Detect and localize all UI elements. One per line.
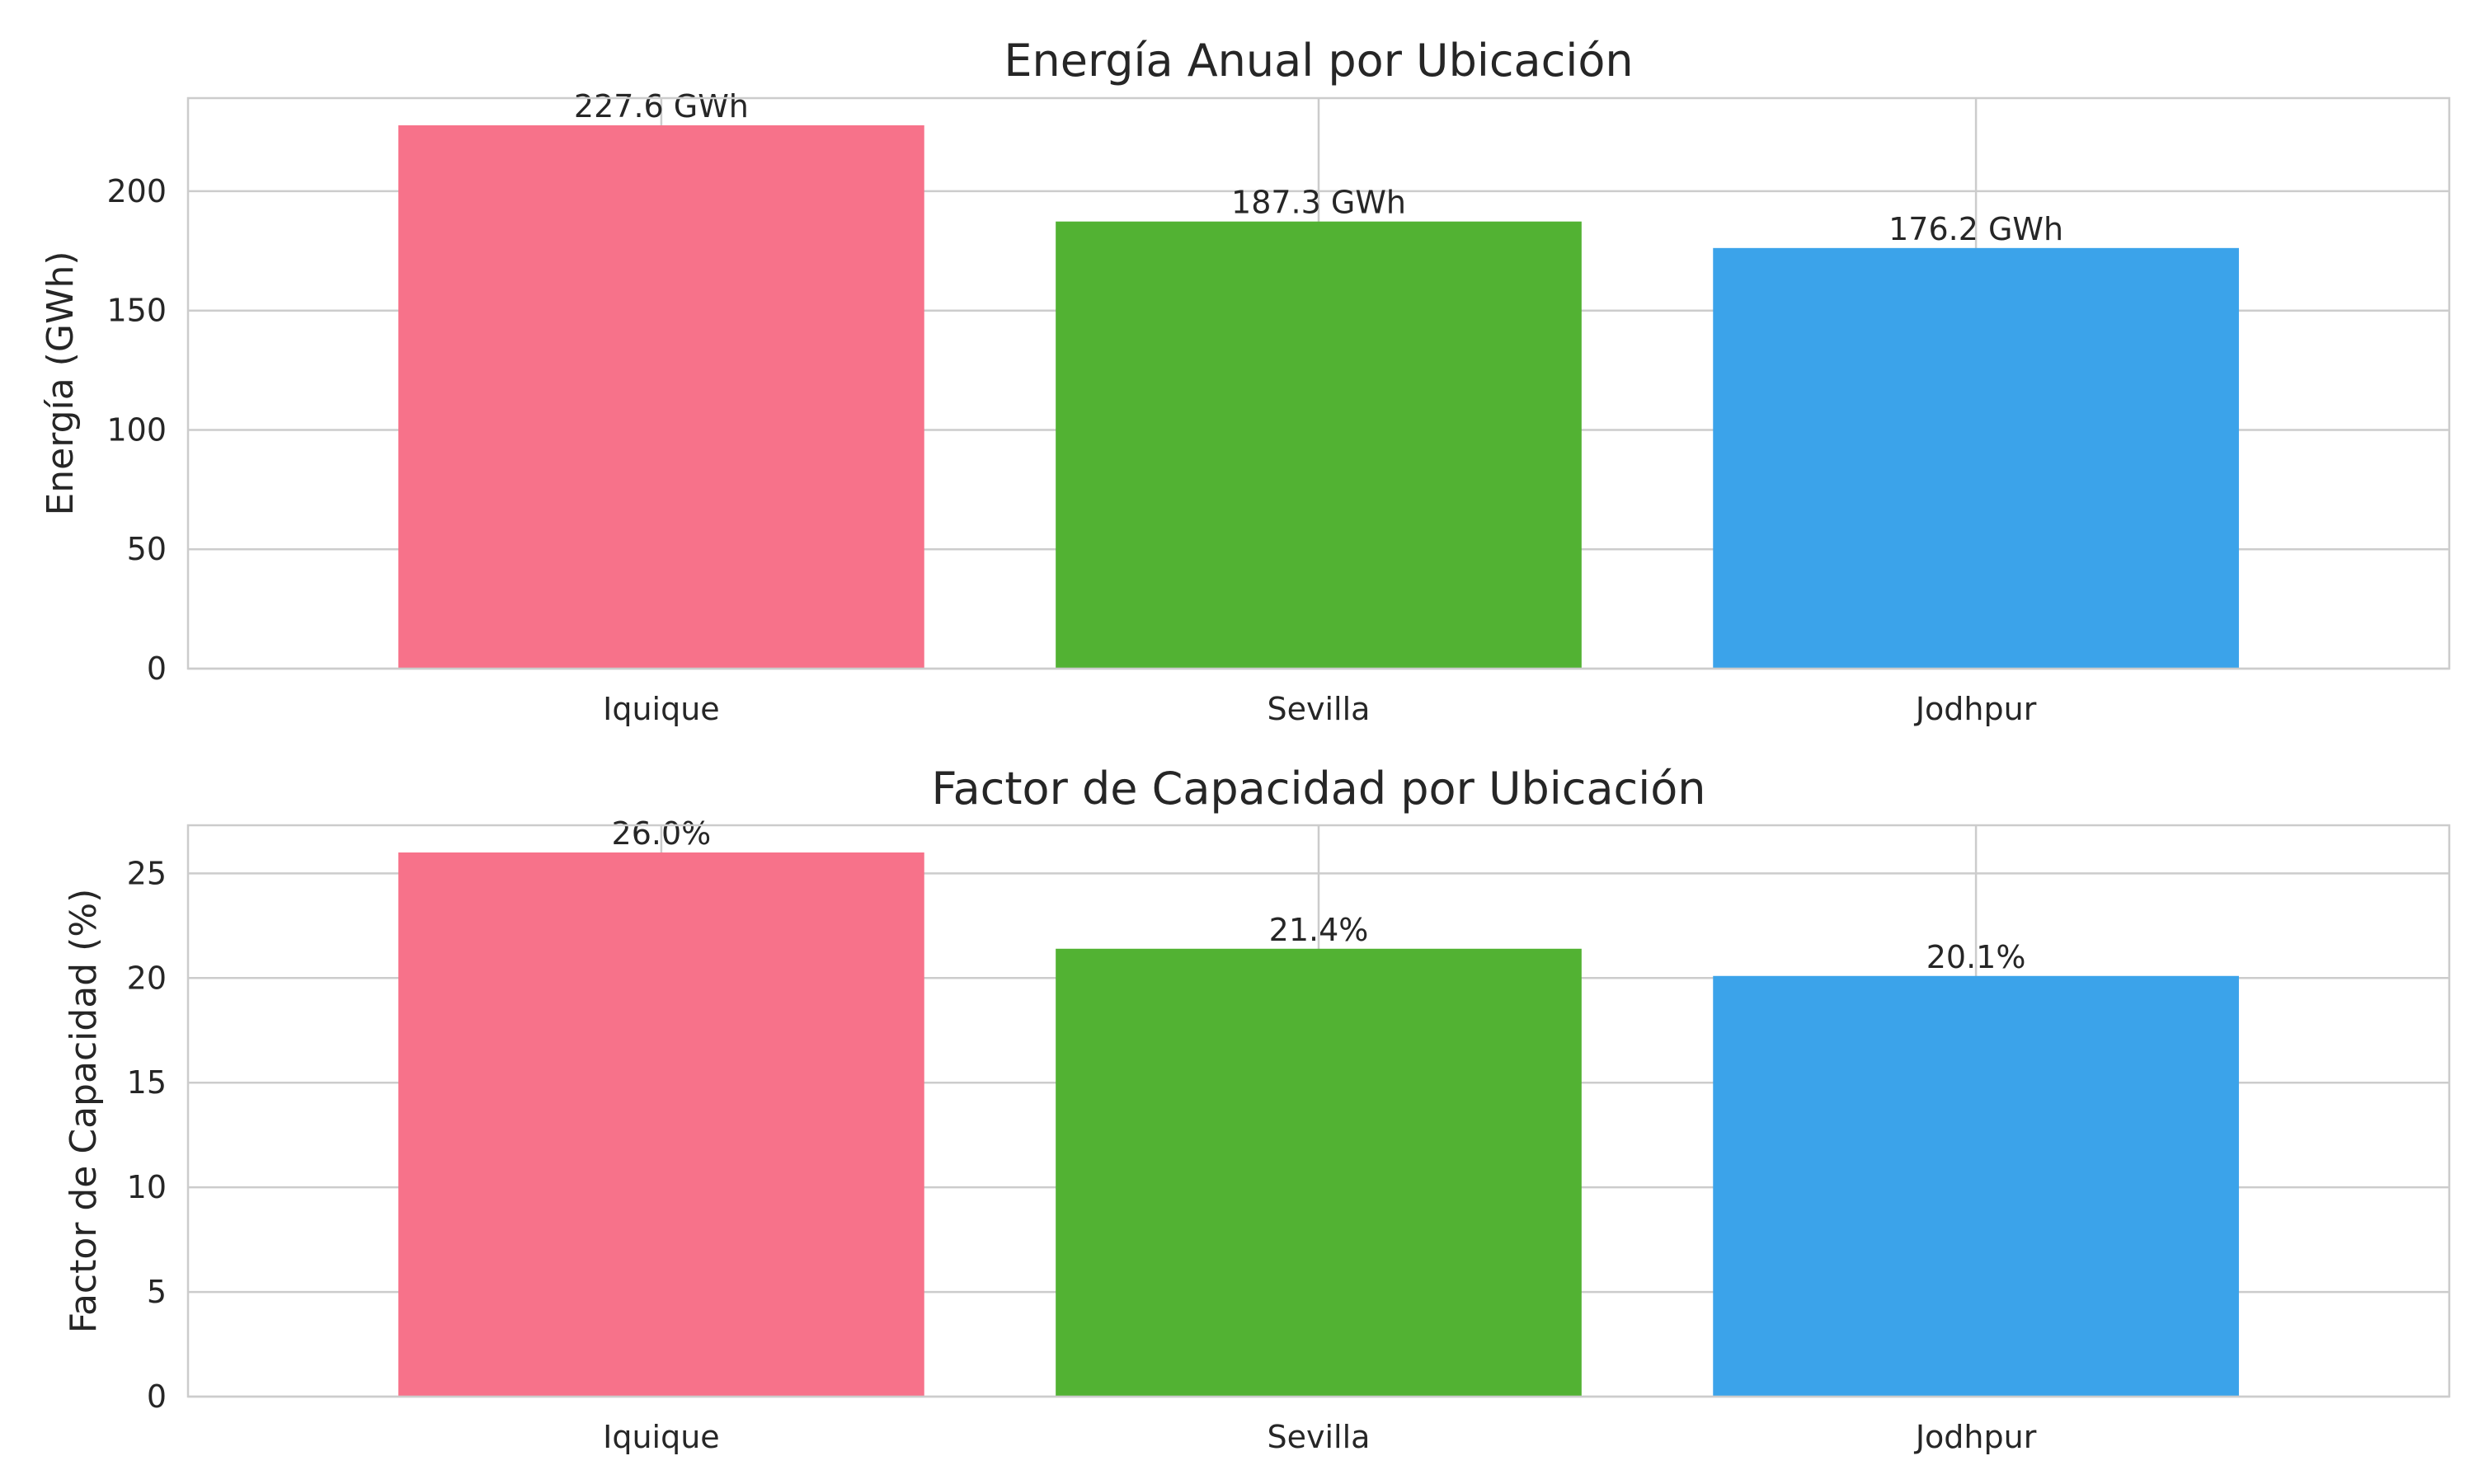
y-tick-label: 200 — [106, 173, 167, 209]
bar-iquique — [398, 125, 924, 669]
x-tick-label: Jodhpur — [1914, 1419, 2037, 1455]
y-tick-label: 50 — [127, 531, 167, 567]
x-tick-label: Sevilla — [1268, 691, 1371, 727]
y-tick-label: 15 — [127, 1064, 167, 1101]
chart-title: Factor de Capacidad por Ubicación — [931, 763, 1705, 815]
data-label: 176.2 GWh — [1888, 211, 2063, 247]
y-tick-label: 10 — [127, 1169, 167, 1205]
y-axis-label: Factor de Capacidad (%) — [63, 889, 105, 1334]
y-tick-label: 25 — [127, 855, 167, 891]
data-label: 187.3 GWh — [1231, 185, 1406, 221]
chart-title: Energía Anual por Ubicación — [1004, 35, 1633, 87]
plot-frame — [186, 96, 2451, 670]
plot-frame — [186, 824, 2451, 1398]
bar-jodhpur — [1713, 247, 2239, 669]
bar-sevilla — [1056, 221, 1582, 669]
y-tick-label: 0 — [147, 1378, 167, 1415]
data-label: 26.0% — [612, 815, 712, 852]
y-tick-label: 20 — [127, 960, 167, 996]
y-tick-label: 150 — [106, 293, 167, 329]
data-label: 20.1% — [1926, 939, 2026, 975]
data-label: 21.4% — [1269, 912, 1369, 948]
capacity-factor-chart: 0 5 10 15 20 25 26.0% Iquique 21.4% Sevilla 20.1% J… — [63, 763, 2451, 1455]
y-axis-label: Energía (GWh) — [40, 251, 82, 516]
y-tick-label: 0 — [147, 650, 167, 687]
data-label: 227.6 GWh — [574, 88, 749, 124]
x-tick-label: Iquique — [603, 1419, 720, 1455]
x-tick-label: Jodhpur — [1914, 691, 2037, 727]
y-tick-label: 100 — [106, 411, 167, 448]
bar-jodhpur — [1713, 975, 2239, 1397]
y-tick-label: 5 — [147, 1274, 167, 1310]
energy-chart: 0 50 100 150 200 227.6 GWh Iquique 187.3 GWh Sev… — [40, 35, 2451, 727]
bar-iquique — [398, 852, 924, 1397]
bar-sevilla — [1056, 948, 1582, 1397]
x-tick-label: Iquique — [603, 691, 720, 727]
x-tick-label: Sevilla — [1268, 1419, 1371, 1455]
